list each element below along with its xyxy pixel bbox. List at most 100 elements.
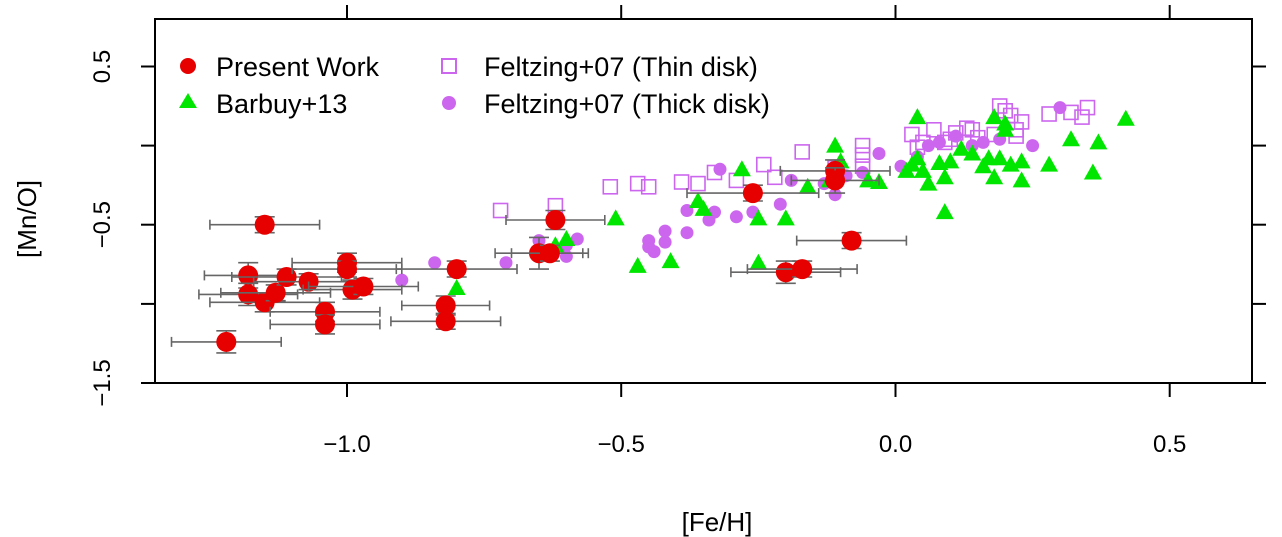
point-present-work [238, 284, 259, 305]
point-present-work-group [790, 167, 880, 194]
point-present-work [792, 259, 813, 280]
point-feltzing-thick [921, 139, 935, 153]
legend-item-barbuy: Barbuy+13 [179, 89, 347, 119]
point-barbuy [826, 136, 845, 153]
point-feltzing-thin [766, 169, 783, 186]
point-present-work [775, 262, 796, 283]
point-feltzing-thick [428, 256, 442, 270]
point-present-work-group [795, 230, 908, 251]
point-feltzing-thick [658, 235, 672, 249]
point-feltzing-thin [690, 175, 706, 192]
point-feltzing-thin [854, 137, 871, 154]
legend-label-feltzing-thin: Feltzing+07 (Thin disk) [484, 52, 758, 82]
point-feltzing-thick [1053, 101, 1067, 115]
point-barbuy [1116, 109, 1135, 126]
legend-label-present-work: Present Work [216, 52, 380, 82]
point-feltzing-thick [499, 256, 513, 270]
point-barbuy [628, 256, 647, 273]
legend-label-feltzing-thick: Feltzing+07 (Thick disk) [484, 89, 770, 119]
point-feltzing-thin [904, 126, 920, 143]
point-barbuy [996, 120, 1015, 137]
point-feltzing-thin [602, 179, 619, 195]
point-barbuy [749, 253, 768, 270]
point-barbuy [913, 161, 932, 178]
point-present-work-group [209, 214, 321, 235]
point-barbuy [985, 168, 1004, 185]
point-feltzing-thick [828, 188, 842, 202]
point-present-work-group [505, 209, 606, 231]
point-feltzing-thick [976, 135, 990, 149]
point-barbuy [776, 209, 795, 226]
point-present-work-group [291, 259, 403, 280]
point-feltzing-thick [647, 245, 661, 259]
point-present-work [742, 183, 763, 204]
point-feltzing-thin [673, 174, 690, 190]
point-barbuy [1040, 155, 1059, 172]
point-present-work [825, 170, 846, 191]
point-feltzing-thin [958, 120, 975, 136]
x-axis-title: [Fe/H] [682, 507, 753, 537]
point-barbuy [919, 174, 938, 191]
point-barbuy [1012, 171, 1031, 188]
legend: Present Work Barbuy+13 Feltzing+07 (Thin… [179, 52, 770, 119]
point-present-work [353, 276, 374, 297]
point-feltzing-thick [570, 232, 584, 246]
point-present-work [841, 230, 862, 251]
point-barbuy [1062, 130, 1080, 147]
point-present-work [545, 210, 566, 230]
point-present-work-group [686, 183, 820, 204]
point-feltzing-thick [680, 226, 694, 240]
point-feltzing-thick [773, 197, 787, 211]
point-feltzing-thick [872, 147, 886, 160]
point-barbuy [963, 144, 982, 161]
point-feltzing-thick [1026, 139, 1040, 153]
legend-item-feltzing-thick: Feltzing+07 (Thick disk) [442, 89, 770, 119]
x-tick-label: 0.0 [879, 431, 912, 458]
point-present-work-group [730, 260, 842, 285]
point-feltzing-thin [926, 122, 942, 138]
point-present-work [539, 243, 560, 264]
point-present-work [276, 267, 297, 287]
point-present-work [446, 259, 467, 280]
point-present-work [435, 295, 456, 316]
point-barbuy [1083, 163, 1102, 180]
point-feltzing-thin [1013, 114, 1030, 130]
y-axis-title: [Mn/O] [12, 180, 42, 258]
point-present-work-group [307, 276, 420, 297]
point-feltzing-thin [640, 179, 657, 195]
point-feltzing-thin [1041, 106, 1057, 122]
legend-marker-feltzing-thin [441, 58, 457, 74]
x-tick-label: −1.0 [323, 431, 370, 458]
point-present-work [265, 282, 286, 303]
point-barbuy [941, 152, 960, 169]
point-present-work-group [510, 243, 590, 264]
point-feltzing-thick [729, 210, 743, 224]
point-feltzing-thick [713, 162, 727, 176]
x-tick-label: 0.5 [1153, 431, 1186, 458]
point-present-work-group [746, 259, 858, 280]
point-barbuy [935, 203, 954, 220]
legend-marker-feltzing-thick [442, 96, 456, 110]
point-present-work-group [269, 314, 381, 335]
point-barbuy [935, 168, 954, 185]
point-barbuy [606, 209, 625, 226]
point-barbuy [732, 160, 751, 177]
point-present-work [254, 214, 275, 235]
point-present-work-group [390, 311, 502, 332]
y-tick-label: −0.5 [89, 201, 116, 248]
point-feltzing-thick [932, 135, 946, 149]
point-feltzing-thin [794, 144, 811, 160]
point-barbuy [990, 149, 1009, 166]
point-barbuy [661, 252, 680, 269]
point-barbuy [908, 108, 927, 125]
point-barbuy [1089, 133, 1108, 150]
point-feltzing-thick [949, 129, 963, 143]
point-present-work [216, 331, 237, 352]
point-barbuy [557, 230, 576, 246]
legend-label-barbuy: Barbuy+13 [216, 89, 347, 119]
y-tick-label: 0.5 [89, 50, 116, 83]
point-barbuy [908, 149, 927, 166]
point-feltzing-thin [991, 98, 1008, 114]
point-feltzing-thin [1079, 99, 1096, 116]
